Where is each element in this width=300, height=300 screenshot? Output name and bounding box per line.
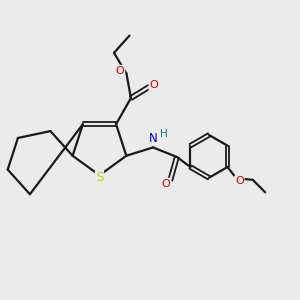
Text: N: N [149,132,158,145]
Text: O: O [149,80,158,90]
Text: O: O [161,179,170,189]
Text: O: O [116,66,124,76]
Text: H: H [160,129,168,139]
Text: O: O [235,176,244,186]
Text: S: S [96,171,103,184]
